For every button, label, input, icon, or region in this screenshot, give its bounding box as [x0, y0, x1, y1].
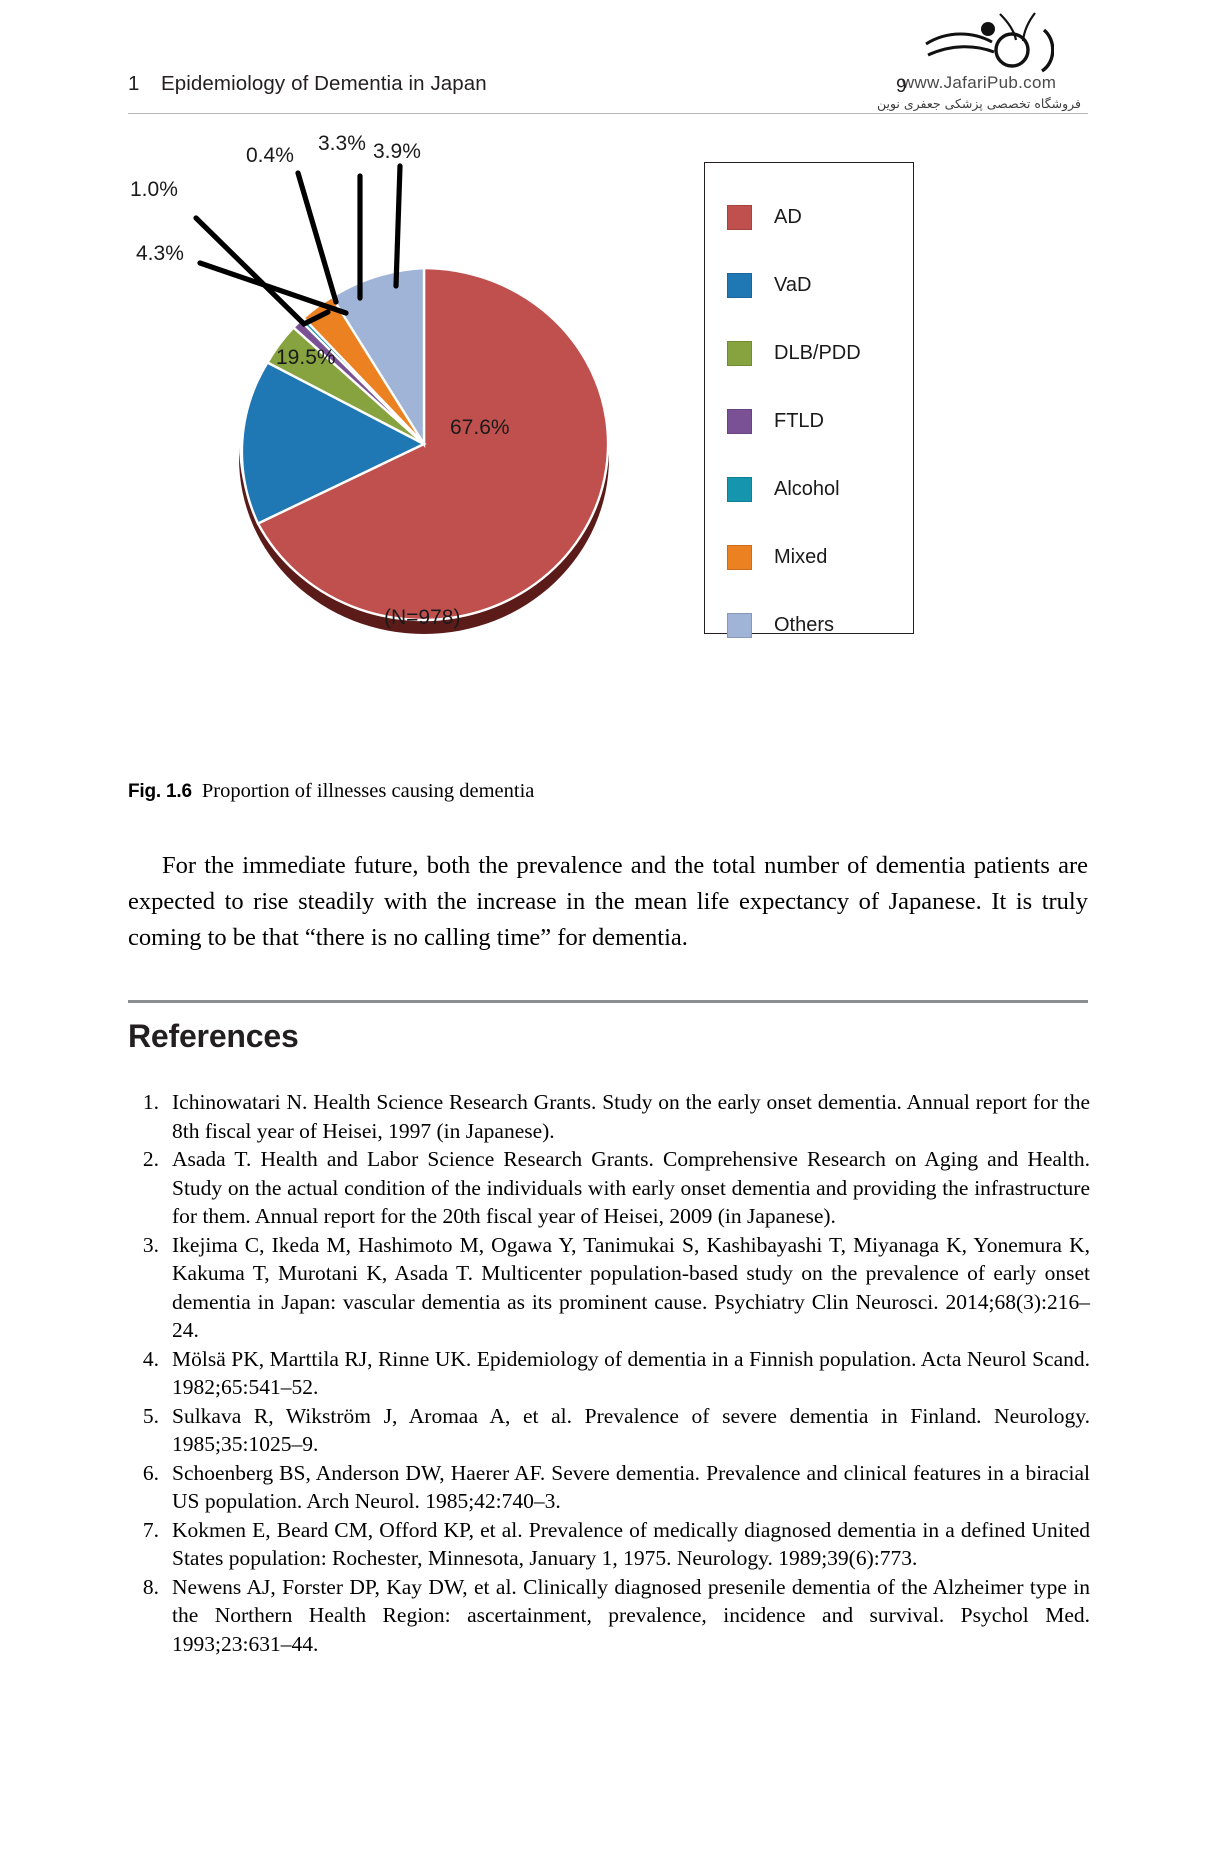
reference-number: 5.: [142, 1403, 159, 1428]
legend-item-vad[interactable]: VaD: [727, 273, 811, 298]
legend-label-mixed: Mixed: [774, 546, 828, 568]
references-list: 1. Ichinowatari N. Health Science Resear…: [128, 1088, 1090, 1658]
reference-text: Asada T. Health and Labor Science Resear…: [172, 1147, 1090, 1228]
reference-text: Mölsä PK, Marttila RJ, Rinne UK. Epidemi…: [172, 1346, 1090, 1400]
reference-item: 6. Schoenberg BS, Anderson DW, Haerer AF…: [128, 1459, 1090, 1516]
running-head: 1 Epidemiology of Dementia in Japan: [128, 72, 1088, 96]
reference-number: 6.: [142, 1460, 159, 1485]
pie-label-vad: 19.5%: [276, 346, 336, 369]
legend-label-alcohol: Alcohol: [774, 478, 840, 500]
reference-item: 3. Ikejima C, Ikeda M, Hashimoto M, Ogaw…: [128, 1231, 1090, 1345]
reference-number: 1.: [142, 1090, 159, 1114]
figure-caption-number: Fig. 1.6: [128, 781, 192, 802]
legend-item-ad[interactable]: AD: [727, 205, 802, 230]
sample-size-label: (N=978): [384, 606, 461, 629]
pie-label-alcohol: 0.4%: [246, 144, 294, 167]
legend-swatch-vad: [727, 273, 752, 298]
legend-swatch-mixed: [727, 545, 752, 570]
reference-item: 2. Asada T. Health and Labor Science Res…: [128, 1145, 1090, 1231]
legend-label-dlb-pdd: DLB/PDD: [774, 342, 861, 364]
page-number: 9: [896, 76, 907, 97]
pie-slice-vad: [240, 360, 427, 526]
pie-label-mixed: 3.3%: [318, 132, 366, 155]
figure-1-6: 4.3% 1.0% 0.4% 3.3% 3.9% 19.5% 67.6% (N=…: [128, 128, 1088, 648]
body-paragraph: For the immediate future, both the preva…: [128, 852, 1088, 951]
legend-label-vad: VaD: [774, 274, 812, 296]
legend-item-dlb-pdd[interactable]: DLB/PDD: [727, 341, 861, 366]
reference-text: Schoenberg BS, Anderson DW, Haerer AF. S…: [172, 1460, 1090, 1514]
chapter-number: 1: [128, 72, 140, 95]
reference-text: Sulkava R, Wikström J, Aromaa A, et al. …: [172, 1403, 1090, 1457]
leader-lines: [193, 163, 403, 328]
reference-number: 7.: [142, 1517, 159, 1542]
reference-item: 7. Kokmen E, Beard CM, Offord KP, et al.…: [128, 1516, 1090, 1573]
pie-chart: [193, 163, 610, 634]
reference-item: 1. Ichinowatari N. Health Science Resear…: [128, 1088, 1090, 1145]
legend-label-others: Others: [774, 614, 835, 636]
legend-label-ftld: FTLD: [774, 410, 824, 432]
reference-item: 8. Newens AJ, Forster DP, Kay DW, et al.…: [128, 1573, 1090, 1659]
legend-item-ftld[interactable]: FTLD: [727, 409, 824, 434]
pie-label-others: 3.9%: [373, 140, 421, 163]
chapter-title: Epidemiology of Dementia in Japan: [161, 72, 487, 95]
references-divider: [128, 1000, 1088, 1003]
pie-slice-ad: [256, 266, 610, 622]
reference-text: Ichinowatari N. Health Science Research …: [172, 1090, 1090, 1143]
legend-swatch-alcohol: [727, 477, 752, 502]
reference-number: 3.: [142, 1232, 159, 1257]
references-heading: References: [128, 1018, 299, 1054]
pie-label-ftld: 1.0%: [130, 178, 178, 201]
reference-item: 5. Sulkava R, Wikström J, Aromaa A, et a…: [128, 1402, 1090, 1459]
legend-item-alcohol[interactable]: Alcohol: [727, 477, 840, 502]
legend-swatch-dlb-pdd: [727, 341, 752, 366]
reference-number: 4.: [142, 1346, 159, 1371]
legend-label-ad: AD: [774, 206, 802, 228]
pie-label-ad: 67.6%: [450, 416, 510, 439]
watermark: www.JafariPub.com فروشگاه تخصصی پزشکی جع…: [859, 8, 1099, 120]
reference-text: Newens AJ, Forster DP, Kay DW, et al. Cl…: [172, 1574, 1090, 1656]
header-divider: [128, 113, 1088, 115]
chart-legend: AD VaD DLB/PDD FTLD Alcohol Mixed Others: [704, 162, 914, 638]
legend-swatch-others: [727, 613, 752, 638]
figure-caption-text: Proportion of illnesses causing dementia: [201, 780, 535, 802]
legend-swatch-ftld: [727, 409, 752, 434]
legend-item-mixed[interactable]: Mixed: [727, 545, 827, 570]
reference-text: Kokmen E, Beard CM, Offord KP, et al. Pr…: [172, 1517, 1090, 1571]
reference-item: 4. Mölsä PK, Marttila RJ, Rinne UK. Epid…: [128, 1345, 1090, 1402]
legend-item-others[interactable]: Others: [727, 613, 834, 638]
reference-text: Ikejima C, Ikeda M, Hashimoto M, Ogawa Y…: [172, 1232, 1090, 1343]
watermark-tagline: فروشگاه تخصصی پزشکی جعفری نوین: [876, 96, 1082, 111]
reference-number: 2.: [142, 1147, 159, 1171]
legend-swatch-ad: [727, 205, 752, 230]
jafaripub-logo-icon: [925, 12, 1054, 73]
logo-dot: [981, 22, 995, 36]
figure-caption: Fig. 1.6 Proportion of illnesses causing…: [128, 780, 1088, 803]
pie-label-dlb-pdd: 4.3%: [136, 242, 184, 265]
reference-number: 8.: [142, 1574, 159, 1599]
